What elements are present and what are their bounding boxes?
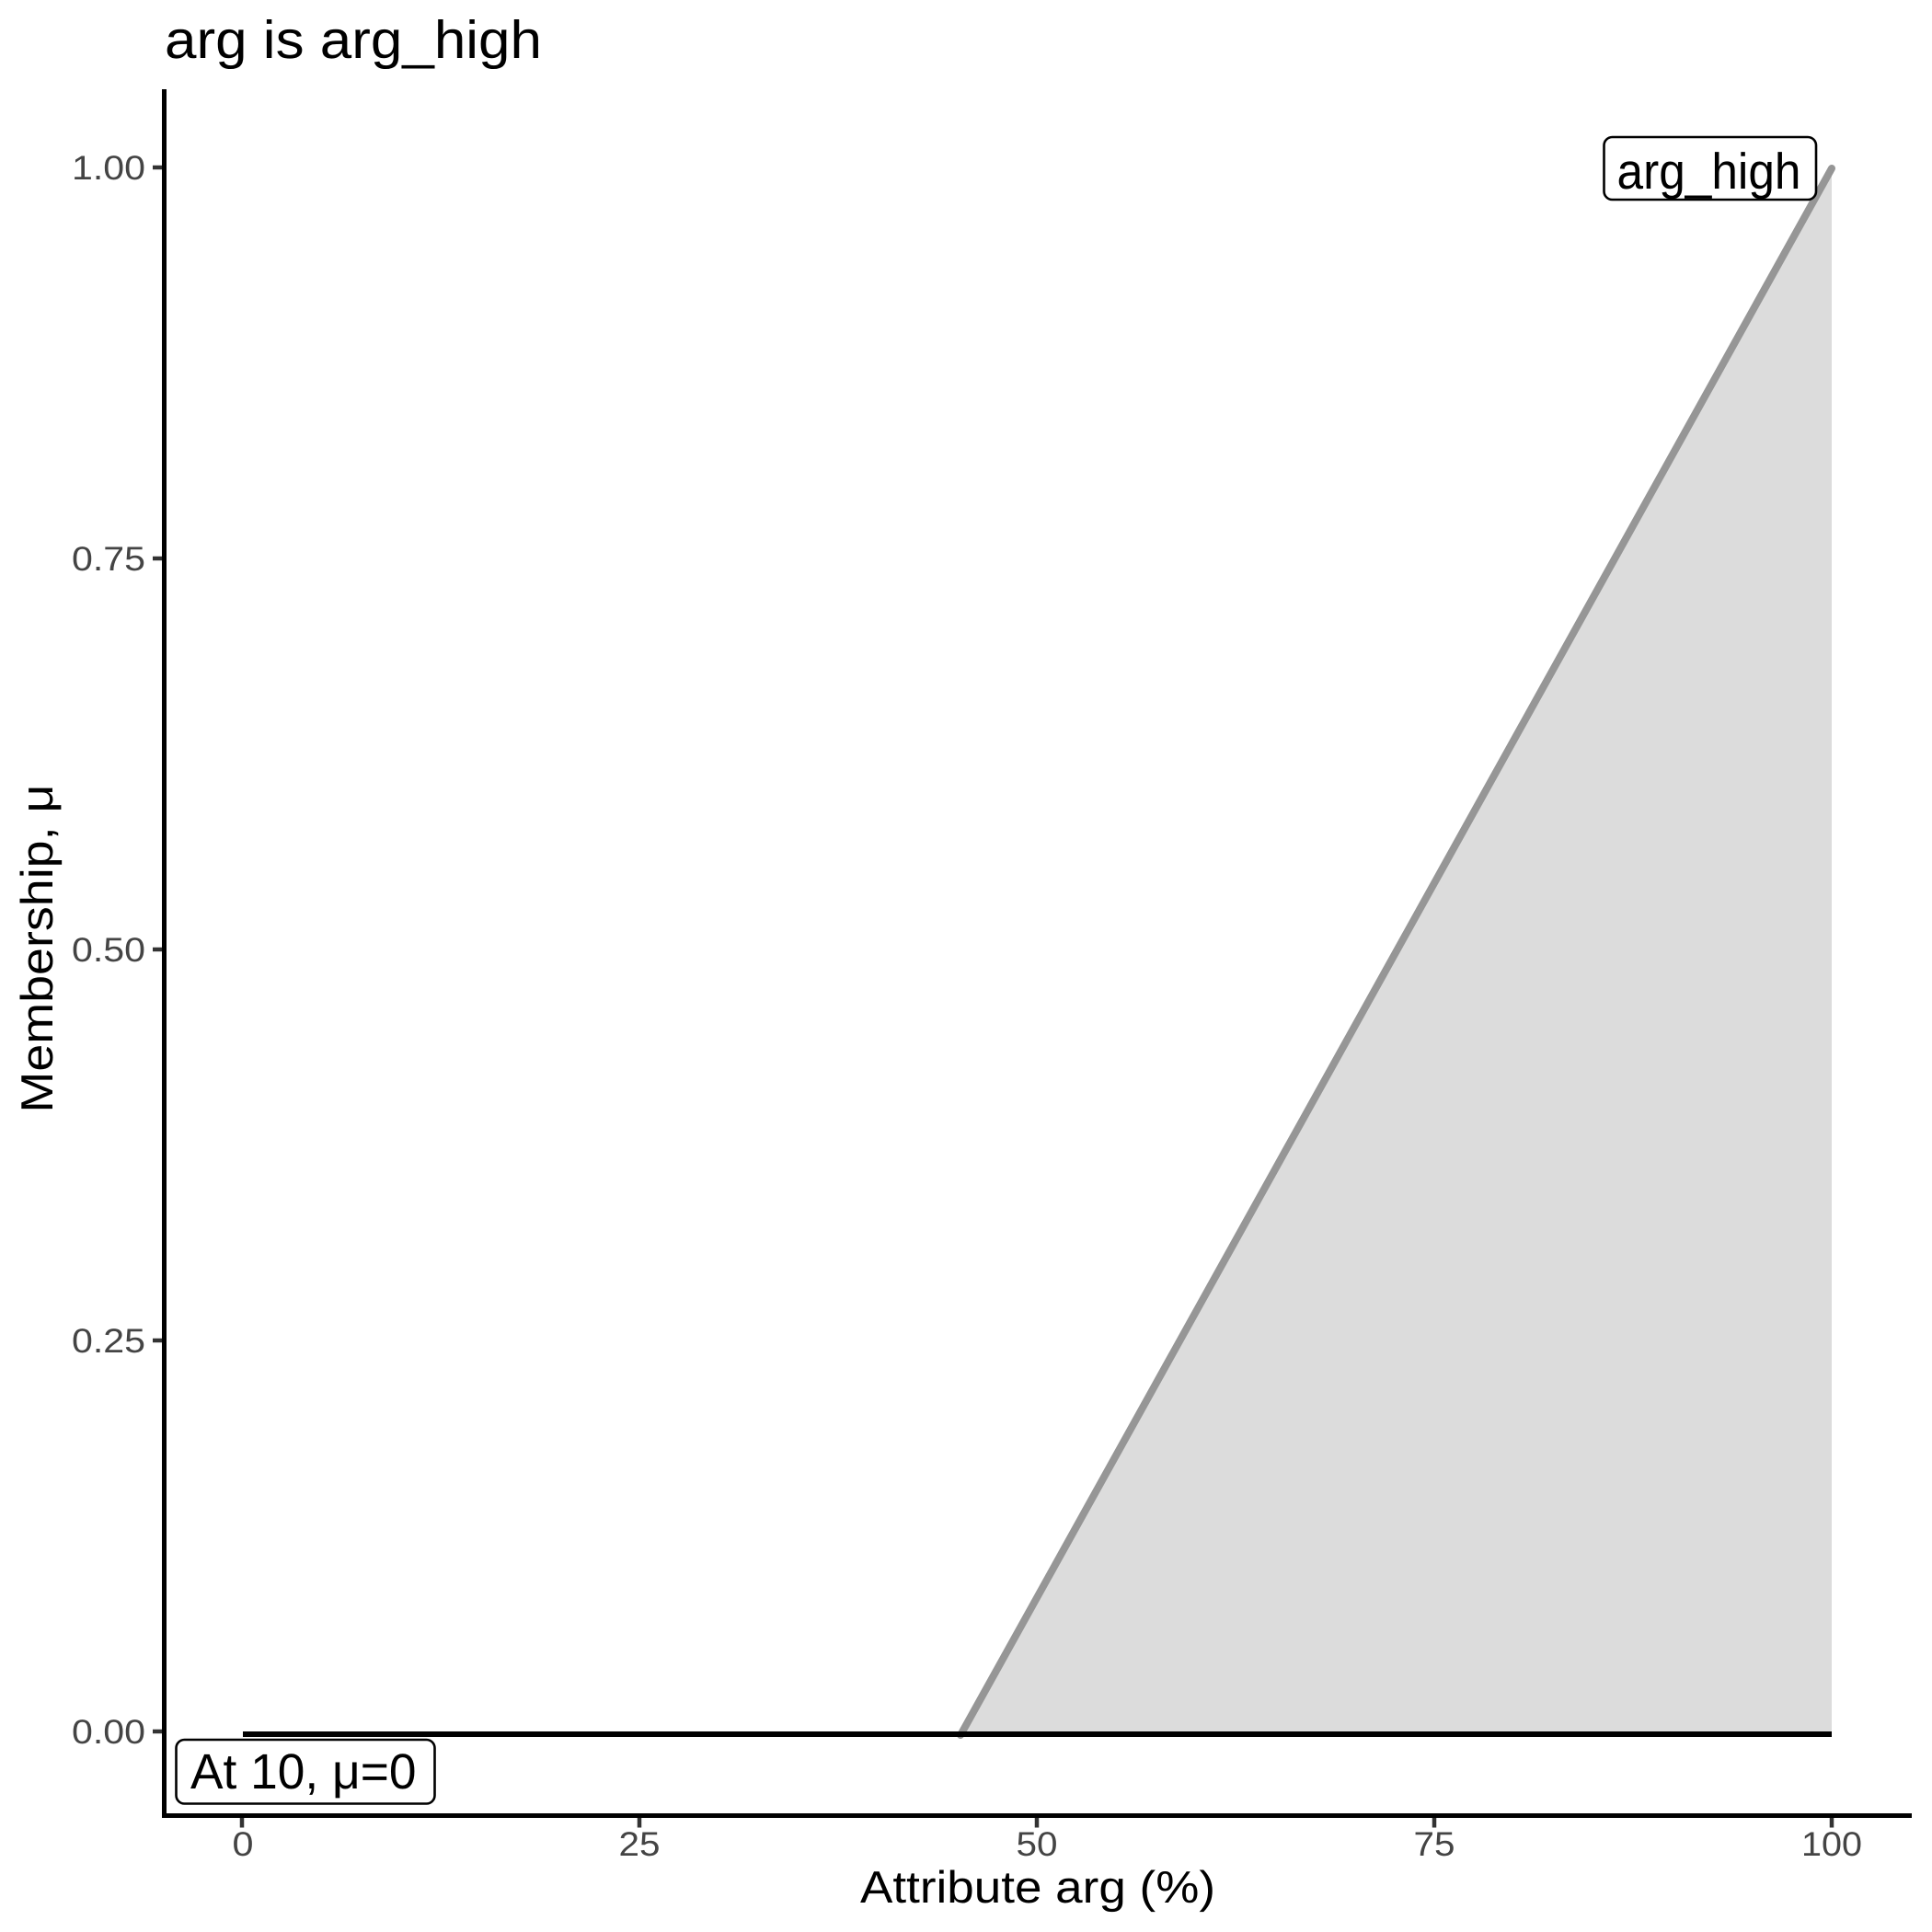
- svg-text:1.00: 1.00: [72, 149, 145, 187]
- svg-text:arg_high: arg_high: [1617, 143, 1801, 200]
- svg-text:0.25: 0.25: [72, 1322, 145, 1360]
- svg-text:75: 75: [1414, 1825, 1455, 1863]
- svg-text:0.50: 0.50: [72, 931, 145, 969]
- svg-text:100: 100: [1801, 1825, 1862, 1863]
- svg-text:0.75: 0.75: [72, 540, 145, 578]
- svg-text:50: 50: [1017, 1825, 1058, 1863]
- svg-text:At 10, μ=0: At 10, μ=0: [190, 1744, 417, 1800]
- svg-text:25: 25: [619, 1825, 661, 1863]
- svg-text:0: 0: [233, 1825, 254, 1863]
- svg-text:arg is arg_high: arg is arg_high: [165, 10, 542, 70]
- svg-text:0.00: 0.00: [72, 1713, 145, 1751]
- svg-text:Attribute arg (%): Attribute arg (%): [860, 1863, 1215, 1913]
- svg-text:Membership, μ: Membership, μ: [13, 785, 63, 1113]
